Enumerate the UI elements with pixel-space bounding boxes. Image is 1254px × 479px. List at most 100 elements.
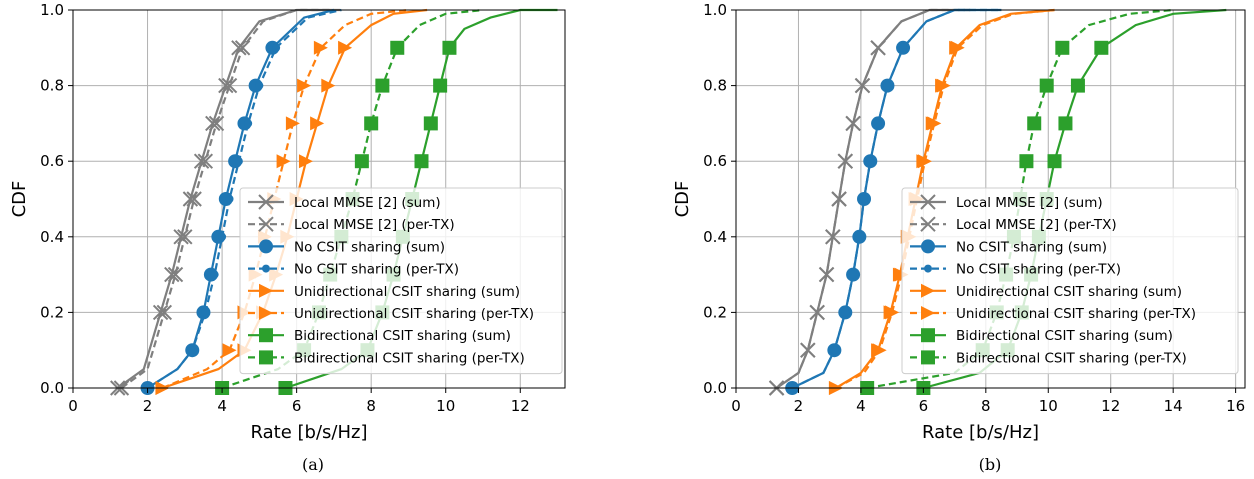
series-5-marker (310, 116, 325, 131)
series-6-marker (313, 40, 328, 55)
x-tick-label: 8 (981, 397, 991, 415)
series-6-marker (917, 154, 932, 169)
series-line (162, 8, 409, 390)
series-4-marker (855, 232, 864, 241)
series-group (110, 8, 558, 396)
series-2-marker (825, 229, 841, 245)
legend-label: Bidirectional CSIT sharing (per-TX) (294, 350, 525, 366)
series-6-marker (927, 116, 942, 131)
series-line (791, 8, 1002, 389)
series-7-marker (414, 154, 429, 169)
series-6-marker (297, 78, 312, 93)
x-tick-label: 12 (511, 397, 530, 415)
series-2-marker (870, 40, 886, 56)
series-1-marker (173, 229, 189, 245)
legend-marker (921, 350, 935, 365)
series-4-marker (244, 119, 253, 128)
x-tick-label: 4 (856, 397, 866, 415)
series-8-marker (1055, 40, 1070, 55)
series-line (835, 8, 1055, 389)
legend-label: No CSIT sharing (sum) (294, 239, 445, 255)
series-4-marker (272, 43, 281, 52)
series-2-marker (177, 229, 193, 245)
series-5-marker (298, 154, 313, 169)
x-tick-label: 2 (143, 397, 153, 415)
series-line (867, 8, 1174, 390)
series-2-marker (800, 342, 816, 358)
series-2-marker (208, 115, 225, 132)
legend-label: Local MMSE [2] (per-TX) (956, 217, 1117, 233)
series-4-marker (849, 270, 858, 279)
legend-marker (920, 194, 936, 210)
series-4-marker (201, 308, 210, 317)
legend-label: No CSIT sharing (sum) (956, 239, 1107, 255)
series-8-marker (1019, 154, 1034, 169)
series-line (835, 8, 1055, 389)
legend-marker (921, 328, 935, 343)
series-2-marker (845, 115, 861, 132)
legend-marker (921, 283, 935, 298)
legend-marker (258, 216, 274, 232)
legend-label: Unidirectional CSIT sharing (sum) (294, 284, 520, 300)
series-1-marker (193, 153, 210, 169)
series-8-marker (354, 154, 369, 169)
legend-box (239, 187, 563, 375)
x-tick-label: 2 (794, 397, 804, 415)
series-6-marker (936, 78, 951, 93)
series-8-marker (375, 78, 390, 93)
legend-marker (921, 306, 935, 320)
legend-marker (920, 216, 936, 232)
y-axis-label: CDF (672, 181, 693, 218)
y-tick-label: 0.2 (40, 303, 64, 321)
series-2-marker (854, 77, 871, 94)
legend-box (901, 187, 1239, 375)
chart-panel-a: 0 2 4 6 8 10 12 0.0 0.2 0.4 0.6 0.8 1.0 Rate [b/s/Hz]… (9, 1, 566, 474)
y-tick-label: 0.8 (703, 77, 727, 95)
legend-entry: Local MMSE [2] (per-TX) (248, 216, 455, 233)
series-7-marker (423, 116, 438, 131)
x-tick-label: 0 (731, 397, 741, 415)
x-tick-label: 16 (1226, 397, 1245, 415)
y-tick-label: 0.4 (40, 228, 64, 246)
series-7-marker (442, 40, 457, 55)
legend-label: Bidirectional CSIT sharing (sum) (956, 328, 1173, 344)
series-2-marker (197, 153, 214, 169)
series-4-marker (841, 308, 850, 317)
legend-marker (258, 194, 274, 210)
legend-entry: No CSIT sharing (per-TX) (910, 262, 1121, 278)
ticks: 0 2 4 6 8 10 12 14 16 0.0 0.2 0.4 0.6 0.8 1.0 (703, 1, 1245, 415)
series-line (775, 8, 971, 389)
x-tick-label: 12 (1101, 397, 1120, 415)
series-6-marker (276, 154, 291, 169)
x-tick-label: 14 (1164, 397, 1183, 415)
series-2-marker (167, 266, 184, 283)
x-axis-label: Rate [b/s/Hz] (922, 422, 1039, 443)
series-1 (110, 8, 334, 396)
legend-marker (924, 264, 932, 273)
series-1-marker (152, 304, 169, 321)
series-6-marker (222, 343, 237, 358)
series-4-marker (860, 195, 869, 203)
series-4-marker (218, 232, 227, 241)
series-2-marker (221, 77, 238, 94)
legend-label: No CSIT sharing (per-TX) (956, 262, 1121, 278)
legend-entry: No CSIT sharing (per-TX) (248, 262, 459, 278)
series-2-marker (234, 40, 251, 56)
legend-label: Unidirectional CSIT sharing (sum) (956, 284, 1182, 300)
legend-entry: Unidirectional CSIT sharing (sum) (910, 283, 1182, 300)
legend-entry: Unidirectional CSIT sharing (per-TX) (248, 306, 534, 322)
panel-caption: (a) (302, 455, 324, 474)
x-tick-label: 10 (436, 397, 455, 415)
series-4-marker (883, 81, 892, 90)
x-tick-label: 6 (919, 397, 929, 415)
y-tick-label: 0.0 (703, 379, 727, 397)
legend-label: No CSIT sharing (per-TX) (294, 262, 459, 278)
series-4-marker (188, 346, 197, 355)
legend-entry: No CSIT sharing (sum) (910, 239, 1107, 255)
y-tick-label: 0.8 (40, 77, 64, 95)
axes-frame (72, 9, 566, 389)
series-5-marker (338, 40, 353, 55)
legend-marker (921, 239, 935, 254)
series-4-marker (899, 43, 908, 52)
